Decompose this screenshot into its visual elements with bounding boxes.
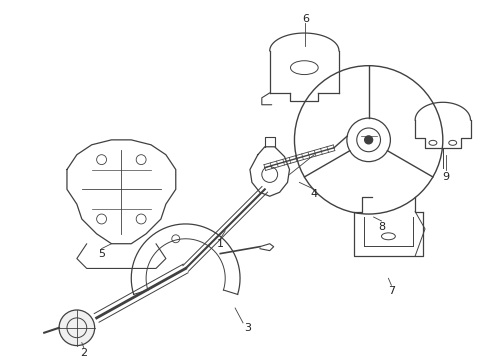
Text: 6: 6 — [302, 14, 309, 24]
Text: 4: 4 — [311, 189, 318, 199]
Circle shape — [59, 310, 95, 346]
Text: 9: 9 — [442, 172, 449, 183]
Text: 3: 3 — [245, 323, 251, 333]
Text: 7: 7 — [388, 286, 395, 296]
Text: 2: 2 — [80, 347, 87, 357]
Text: 8: 8 — [378, 222, 385, 232]
Circle shape — [365, 136, 372, 144]
Text: 1: 1 — [217, 239, 224, 249]
Text: 5: 5 — [98, 249, 105, 258]
